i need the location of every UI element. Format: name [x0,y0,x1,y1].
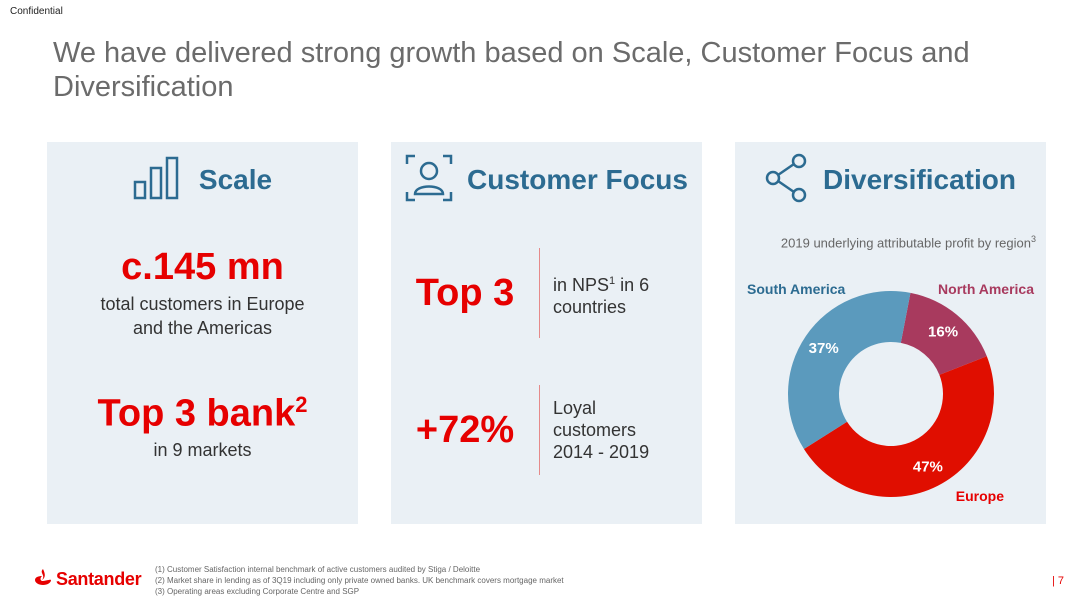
scale-header: Scale [47,150,358,210]
nps-value: Top 3 [415,272,515,314]
region-donut-chart: 16% 47% 37% [788,291,994,498]
scale-panel: Scale c.145 mn total customers in Europe… [47,142,358,524]
label-pct-south-america: 37% [809,340,839,357]
scale-customers-desc-line2: and the Americas [132,318,273,338]
loyal-divider [539,385,540,475]
diversification-header: Diversification [735,150,1046,210]
footnotes: (1) Customer Satisfaction internal bench… [155,564,564,597]
scale-customers-value: c.145 mn [121,246,284,288]
page-number: | 7 [1051,575,1064,587]
scale-rank-desc: in 9 markets [153,440,252,460]
footnote-1: (1) Customer Satisfaction internal bench… [155,565,481,574]
scale-title: Scale [198,164,273,195]
loyal-value: +72% [415,409,515,451]
loyal-desc: Loyal customers 2014 - 2019 [553,398,650,462]
loyal-metric: +72% Loyal customers 2014 - 2019 [391,385,702,475]
customer-focus-header: Customer Focus [391,150,702,210]
slice-north-america [900,292,987,375]
label-pct-europe: 47% [913,459,943,476]
label-south-america: South America [747,281,846,297]
scale-rank-value: Top 3 bank2 [97,392,308,435]
santander-logo: Santander [34,568,142,591]
diversification-subtitle: 2019 underlying attributable profit by r… [780,234,1036,251]
flame-icon [34,568,52,591]
santander-brand: Santander [56,569,142,589]
slice-south-america [788,291,911,450]
label-europe: Europe [955,488,1004,504]
share-icon [765,153,809,208]
person-scan-icon [405,154,453,207]
bar-chart-icon [133,154,185,207]
footnote-2: (2) Market share in lending as of 3Q19 i… [155,576,564,585]
confidential-label: Confidential [10,6,63,17]
slice-europe [803,356,994,498]
nps-divider [539,248,540,338]
nps-metric: Top 3 in NPS1 in 6 countries [391,248,702,338]
label-pct-north-america: 16% [928,323,958,340]
page-title: We have delivered strong growth based on… [53,37,970,103]
label-north-america: North America [938,281,1034,297]
customer-focus-panel: Customer Focus Top 3 in NPS1 in 6 countr… [391,142,702,524]
scale-customers-desc-line1: total customers in Europe [100,294,305,314]
nps-desc: in NPS1 in 6 countries [553,275,650,317]
footnote-3: (3) Operating areas excluding Corporate … [155,587,360,596]
customer-focus-title: Customer Focus [467,164,688,195]
diversification-panel: Diversification 2019 underlying attribut… [735,142,1046,524]
diversification-title: Diversification [823,164,1016,195]
